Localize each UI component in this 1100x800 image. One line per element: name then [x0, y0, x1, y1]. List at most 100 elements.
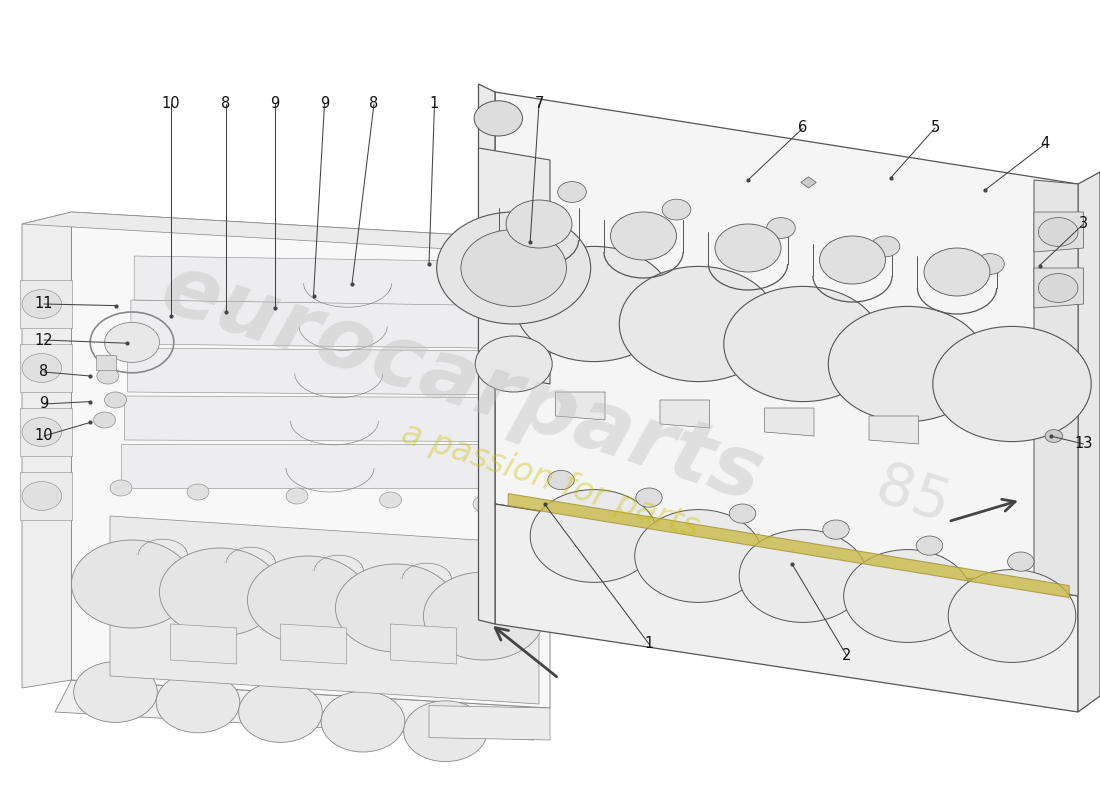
Circle shape: [515, 246, 673, 362]
Text: 13: 13: [1075, 437, 1092, 451]
Polygon shape: [1034, 268, 1084, 308]
Circle shape: [379, 492, 401, 508]
Polygon shape: [1034, 212, 1084, 252]
Circle shape: [548, 470, 574, 490]
Circle shape: [976, 254, 1004, 274]
Text: 8: 8: [40, 365, 48, 379]
Circle shape: [286, 488, 308, 504]
Polygon shape: [20, 472, 72, 520]
Polygon shape: [280, 624, 346, 664]
Circle shape: [104, 392, 126, 408]
Circle shape: [828, 306, 987, 422]
Circle shape: [404, 701, 487, 762]
Polygon shape: [20, 280, 72, 328]
Circle shape: [424, 572, 544, 660]
Polygon shape: [495, 504, 1078, 712]
Circle shape: [506, 200, 572, 248]
Text: 12: 12: [35, 333, 53, 347]
Text: 7: 7: [535, 97, 543, 111]
Circle shape: [22, 418, 62, 446]
Polygon shape: [134, 256, 552, 306]
Circle shape: [715, 224, 781, 272]
Circle shape: [924, 248, 990, 296]
Polygon shape: [660, 400, 710, 428]
Circle shape: [239, 682, 322, 742]
Polygon shape: [20, 344, 72, 392]
Text: 9: 9: [40, 397, 48, 411]
Polygon shape: [110, 516, 539, 704]
Circle shape: [104, 322, 160, 362]
Circle shape: [1045, 430, 1063, 442]
Circle shape: [844, 550, 971, 642]
Polygon shape: [478, 148, 550, 384]
Text: 8: 8: [221, 97, 230, 111]
Polygon shape: [121, 444, 539, 488]
Circle shape: [729, 504, 756, 523]
Circle shape: [461, 230, 566, 306]
Polygon shape: [495, 92, 1078, 596]
Text: 4: 4: [1041, 137, 1049, 151]
Polygon shape: [170, 624, 236, 664]
Circle shape: [619, 266, 778, 382]
Circle shape: [948, 570, 1076, 662]
Circle shape: [558, 182, 586, 202]
Text: 2: 2: [843, 649, 851, 663]
Polygon shape: [55, 680, 550, 740]
Circle shape: [22, 290, 62, 318]
Text: 11: 11: [35, 297, 53, 311]
Circle shape: [1038, 218, 1078, 246]
Circle shape: [321, 691, 405, 752]
Circle shape: [871, 236, 900, 257]
Circle shape: [187, 484, 209, 500]
Polygon shape: [72, 212, 550, 708]
Circle shape: [110, 480, 132, 496]
Polygon shape: [764, 408, 814, 436]
Circle shape: [22, 354, 62, 382]
Text: 8: 8: [370, 97, 378, 111]
Circle shape: [22, 482, 62, 510]
Polygon shape: [801, 177, 816, 188]
Text: 3: 3: [1079, 217, 1088, 231]
Polygon shape: [508, 494, 1069, 598]
Polygon shape: [22, 212, 550, 252]
Circle shape: [72, 540, 192, 628]
Circle shape: [823, 520, 849, 539]
Polygon shape: [128, 348, 546, 395]
Circle shape: [767, 218, 795, 238]
Circle shape: [933, 326, 1091, 442]
Circle shape: [474, 101, 522, 136]
Circle shape: [820, 236, 886, 284]
Circle shape: [635, 510, 762, 602]
Circle shape: [530, 490, 658, 582]
Polygon shape: [556, 392, 605, 420]
Polygon shape: [1078, 172, 1100, 712]
Text: a passion for parts: a passion for parts: [397, 416, 703, 544]
Circle shape: [1038, 274, 1078, 302]
Circle shape: [94, 412, 115, 428]
Text: 1: 1: [645, 637, 653, 651]
Polygon shape: [390, 624, 456, 664]
Polygon shape: [1034, 180, 1078, 596]
Text: 9: 9: [271, 97, 279, 111]
Text: 10: 10: [35, 429, 53, 443]
Circle shape: [248, 556, 368, 644]
Circle shape: [437, 212, 591, 324]
Circle shape: [1008, 552, 1034, 571]
Circle shape: [724, 286, 882, 402]
Text: 5: 5: [931, 121, 939, 135]
Circle shape: [336, 564, 456, 652]
Polygon shape: [22, 212, 72, 688]
Text: 1: 1: [430, 97, 439, 111]
Circle shape: [916, 536, 943, 555]
Circle shape: [74, 662, 157, 722]
Polygon shape: [20, 408, 72, 456]
Circle shape: [475, 336, 552, 392]
Polygon shape: [429, 706, 550, 740]
Circle shape: [97, 368, 119, 384]
Circle shape: [156, 672, 240, 733]
Polygon shape: [124, 396, 542, 442]
Polygon shape: [96, 355, 115, 370]
Circle shape: [610, 212, 676, 260]
Text: 85: 85: [869, 458, 957, 534]
Circle shape: [739, 530, 867, 622]
